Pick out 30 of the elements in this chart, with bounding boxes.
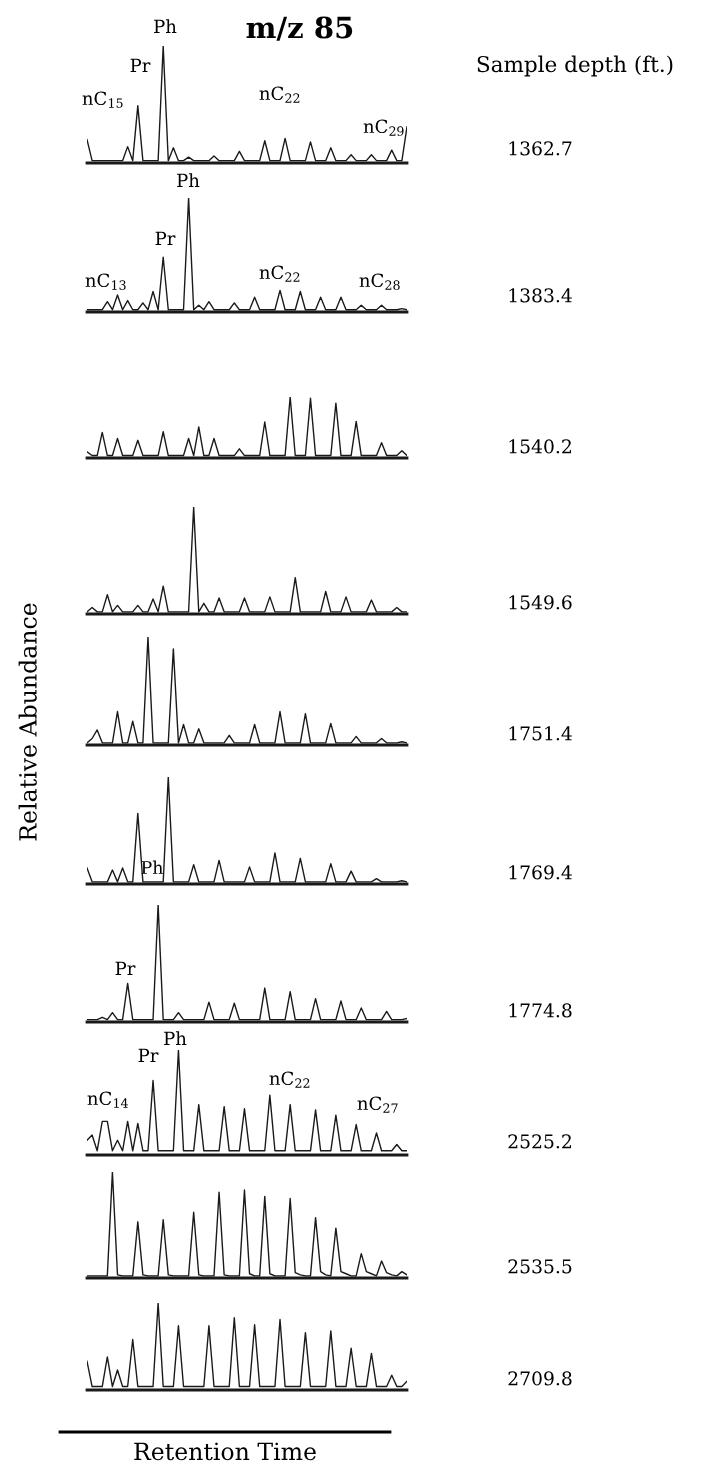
annotation: Pr <box>115 961 136 975</box>
chart-title: m/z 85 <box>246 16 353 41</box>
text: 1769.4 <box>509 865 572 880</box>
y-axis-title: Relative Abundance <box>18 603 37 841</box>
text: 1549.6 <box>509 595 572 610</box>
annotation: Pr <box>155 231 176 245</box>
text: 2709.8 <box>508 1371 572 1386</box>
annotation: nC$_{22}$ <box>259 265 300 282</box>
annotation: nC$_{14}$ <box>87 1091 128 1108</box>
text: 2535.5 <box>508 1259 572 1274</box>
text: Ph <box>177 173 200 187</box>
annotation: nC$_{28}$ <box>359 273 400 290</box>
text: 2525.2 <box>508 1134 571 1149</box>
text: 1362.7 <box>509 141 572 156</box>
text: Ph <box>154 19 177 33</box>
annotation: Pr <box>130 58 151 72</box>
annotation: nC$_{22}$ <box>259 86 300 103</box>
text: 1540.2 <box>509 439 571 454</box>
annotation: nC$_{22}$ <box>269 1071 310 1088</box>
text: Ph <box>164 1031 187 1045</box>
annotation: nC$_{27}$ <box>357 1096 398 1113</box>
text: 1774.8 <box>509 1003 572 1018</box>
annotation: Pr <box>138 1048 159 1062</box>
annotation: nC$_{13}$ <box>85 273 126 290</box>
text: 1383.4 <box>509 288 572 303</box>
x-axis-title: Retention Time <box>134 1442 316 1461</box>
text: 1751.4 <box>509 726 572 741</box>
annotation: nC$_{15}$ <box>82 91 123 108</box>
text: Sample depth (ft.) <box>477 55 673 77</box>
annotation: nC$_{29}$ <box>363 119 404 136</box>
